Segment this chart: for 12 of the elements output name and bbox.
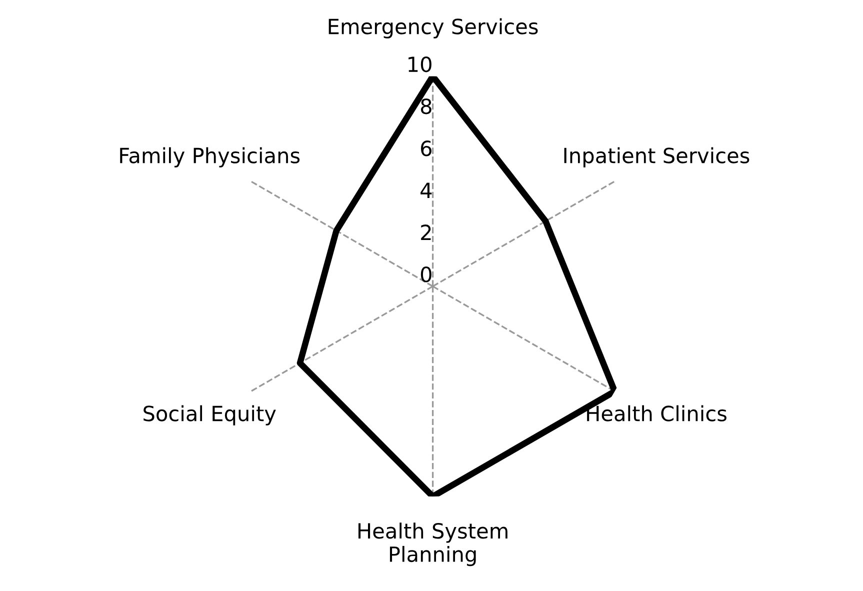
spoke-label: Emergency Services <box>328 18 538 38</box>
spoke-label: Family Physicians <box>120 147 300 168</box>
y-tick-label: 10 <box>408 56 432 72</box>
y-tick-label: 0 <box>420 266 432 282</box>
y-tick-label: 2 <box>421 224 431 240</box>
y-tick-label: 4 <box>420 182 432 198</box>
spoke-label: Health Clinics <box>587 405 726 422</box>
spoke-label: Inpatient Services <box>564 147 750 168</box>
spoke-label: Health System Planning <box>358 522 508 566</box>
spoke-label: Social Equity <box>144 405 276 426</box>
y-tick-label: 6 <box>420 140 432 156</box>
y-tick-label: 8 <box>420 98 432 114</box>
